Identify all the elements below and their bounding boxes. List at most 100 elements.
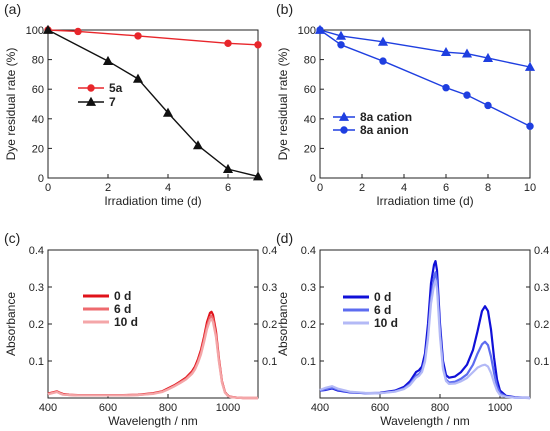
panel-label: (c) xyxy=(4,230,20,246)
x-tick-label: 800 xyxy=(159,402,177,414)
x-tick-label: 1000 xyxy=(216,402,240,414)
data-point xyxy=(526,122,534,130)
plot-frame xyxy=(47,249,259,399)
x-tick-label: 0 xyxy=(317,182,323,194)
legend-label: 6 d xyxy=(114,302,131,316)
x-tick-label: 1000 xyxy=(488,402,512,414)
series-line-10-d xyxy=(47,318,258,400)
data-point xyxy=(222,163,234,173)
x-tick-label: 2 xyxy=(105,182,111,194)
data-point xyxy=(162,107,174,117)
y-tick-label: 20 xyxy=(304,143,316,155)
data-point xyxy=(442,84,450,92)
y-tick-label: 60 xyxy=(304,84,316,96)
panel-label: (d) xyxy=(276,230,293,246)
data-point xyxy=(377,36,389,46)
data-point xyxy=(379,57,387,65)
y-axis-label: Absorbance xyxy=(4,292,18,356)
y-tick-label: 0.2 xyxy=(29,319,44,331)
x-tick-label: 10 xyxy=(524,182,536,194)
y-tick-label: 0.1 xyxy=(301,356,316,368)
y-axis-label: Absorbance xyxy=(276,292,290,356)
legend-label: 8a anion xyxy=(360,123,409,137)
data-point xyxy=(335,30,347,40)
data-point xyxy=(524,61,536,71)
y-tick-label: 80 xyxy=(304,55,316,67)
data-point xyxy=(484,101,492,110)
y-tick-label: 0.4 xyxy=(29,245,44,257)
y-tick-label: 20 xyxy=(32,143,44,155)
legend-marker xyxy=(85,96,97,106)
data-point xyxy=(74,27,82,36)
y-tick-label-right: 0.2 xyxy=(262,319,277,331)
y-tick-label-right: 0.4 xyxy=(262,245,277,257)
legend-label: 10 d xyxy=(114,315,138,329)
y-tick-label: 40 xyxy=(304,114,316,126)
x-tick-label: 6 xyxy=(225,182,231,194)
legend-label: 0 d xyxy=(374,290,391,304)
x-axis-label: Wavelength / nm xyxy=(380,414,470,428)
legend-label: 0 d xyxy=(114,289,131,303)
data-point xyxy=(440,46,452,57)
x-tick-label: 4 xyxy=(401,182,407,194)
data-point xyxy=(254,41,262,49)
y-tick-label: 0.2 xyxy=(301,319,316,331)
y-tick-label-right: 0.1 xyxy=(534,356,549,368)
y-tick-label: 0 xyxy=(38,173,44,185)
legend-label: 7 xyxy=(109,95,116,109)
data-point xyxy=(337,41,345,49)
y-tick-label-right: 0.3 xyxy=(262,282,277,294)
x-axis-label: Wavelength / nm xyxy=(108,414,198,428)
x-tick-label: 400 xyxy=(39,402,57,414)
legend-marker xyxy=(340,126,348,134)
data-point xyxy=(252,171,264,181)
y-tick-label: 100 xyxy=(26,25,44,37)
legend-marker xyxy=(87,84,95,92)
y-tick-label: 40 xyxy=(32,114,44,126)
x-axis-label: Irradiation time (d) xyxy=(104,194,201,208)
series-line-8a-anion xyxy=(319,29,531,127)
series-line-0-d xyxy=(319,260,531,400)
series-line-6-d xyxy=(319,271,531,400)
y-tick-label-right: 0.1 xyxy=(262,356,277,368)
x-tick-label: 6 xyxy=(443,182,449,194)
y-tick-label-right: 0.4 xyxy=(534,245,549,257)
x-tick-label: 2 xyxy=(359,182,365,194)
y-tick-label: 0 xyxy=(310,173,316,185)
legend-label: 10 d xyxy=(374,316,398,330)
legend-label: 5a xyxy=(109,81,123,95)
data-point xyxy=(134,32,142,40)
data-point xyxy=(316,26,324,34)
y-axis-label: Dye residual rate (%) xyxy=(4,48,18,161)
x-tick-label: 800 xyxy=(431,402,449,414)
x-tick-label: 4 xyxy=(165,182,171,194)
series-line-7 xyxy=(47,29,259,178)
data-point xyxy=(224,39,232,48)
data-point xyxy=(463,91,471,99)
y-tick-label: 0.3 xyxy=(301,282,316,294)
x-tick-label: 0 xyxy=(45,182,51,194)
x-axis-label: Irradiation time (d) xyxy=(376,194,473,208)
data-point xyxy=(132,73,144,83)
y-tick-label: 0.4 xyxy=(301,245,316,257)
y-axis-label: Dye residual rate (%) xyxy=(276,48,290,161)
legend-marker xyxy=(338,111,350,121)
data-point xyxy=(461,48,473,58)
y-tick-label: 100 xyxy=(298,25,316,37)
legend-label: 6 d xyxy=(374,303,391,317)
data-point xyxy=(192,140,204,150)
y-tick-label: 0.3 xyxy=(29,282,44,294)
x-tick-label: 400 xyxy=(311,402,329,414)
plot-frame xyxy=(47,29,259,179)
series-line-0-d xyxy=(47,310,258,400)
x-tick-label: 600 xyxy=(99,402,117,414)
legend-label: 8a cation xyxy=(360,110,412,124)
y-tick-label: 80 xyxy=(32,55,44,67)
y-tick-label-right: 0.3 xyxy=(534,282,549,294)
panel-label: (b) xyxy=(276,1,293,17)
y-tick-label-right: 0.2 xyxy=(534,319,549,331)
data-point xyxy=(482,52,494,62)
y-tick-label: 0.1 xyxy=(29,356,44,368)
panel-label: (a) xyxy=(4,1,21,17)
